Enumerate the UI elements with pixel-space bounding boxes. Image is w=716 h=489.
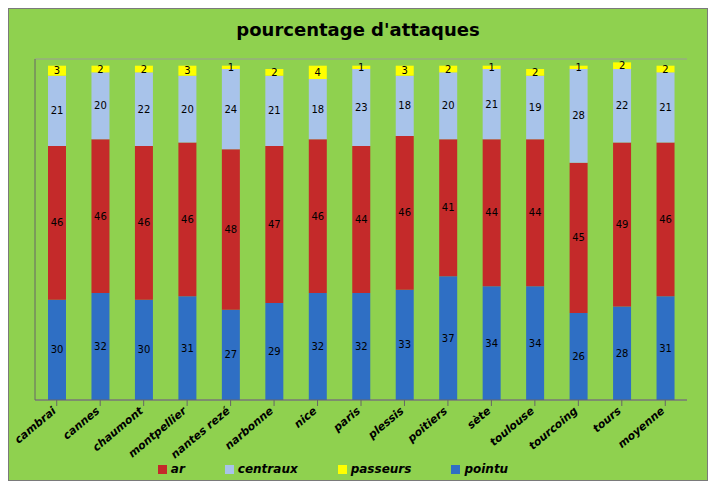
svg-text:montpellier: montpellier: [125, 404, 190, 461]
svg-text:2: 2: [619, 60, 625, 71]
svg-text:20: 20: [94, 100, 107, 111]
svg-text:poitiers: poitiers: [404, 404, 450, 446]
svg-text:18: 18: [398, 100, 411, 111]
svg-text:26: 26: [572, 351, 585, 362]
svg-text:27: 27: [224, 349, 237, 360]
svg-text:41: 41: [442, 202, 455, 213]
svg-text:45: 45: [572, 232, 585, 243]
svg-text:1: 1: [488, 62, 494, 73]
svg-text:23: 23: [355, 102, 368, 113]
svg-text:46: 46: [138, 217, 151, 228]
svg-text:28: 28: [616, 348, 629, 359]
svg-text:44: 44: [529, 207, 542, 218]
svg-text:2: 2: [271, 67, 277, 78]
svg-text:cambrai: cambrai: [12, 404, 59, 446]
svg-text:49: 49: [616, 219, 629, 230]
svg-text:32: 32: [94, 341, 107, 352]
svg-text:32: 32: [311, 341, 324, 352]
svg-text:sète: sète: [464, 404, 493, 431]
svg-text:34: 34: [485, 338, 498, 349]
svg-text:44: 44: [355, 214, 368, 225]
svg-text:44: 44: [485, 207, 498, 218]
svg-text:1: 1: [228, 62, 234, 73]
svg-text:20: 20: [442, 100, 455, 111]
svg-text:nice: nice: [291, 404, 319, 431]
svg-text:32: 32: [355, 341, 368, 352]
svg-text:28: 28: [572, 110, 585, 121]
svg-text:21: 21: [485, 99, 498, 110]
svg-text:46: 46: [311, 211, 324, 222]
svg-text:22: 22: [616, 100, 629, 111]
svg-text:21: 21: [659, 102, 672, 113]
svg-text:37: 37: [442, 333, 455, 344]
svg-text:nantes rezé: nantes rezé: [168, 404, 233, 461]
html-text:passeurs: passeurs: [350, 462, 412, 476]
svg-text:tours: tours: [590, 404, 624, 435]
svg-text:18: 18: [311, 104, 324, 115]
svg-text:20: 20: [181, 104, 194, 115]
svg-text:tourcoing: tourcoing: [526, 404, 580, 452]
svg-text:2: 2: [141, 64, 147, 75]
html-text:centraux: centraux: [237, 462, 298, 476]
svg-text:plessis: plessis: [365, 404, 407, 442]
svg-text:21: 21: [268, 105, 281, 116]
svg-text:chaumont: chaumont: [90, 404, 146, 454]
svg-text:narbonne: narbonne: [222, 404, 276, 452]
svg-text:19: 19: [529, 102, 542, 113]
svg-text:3: 3: [402, 65, 408, 76]
svg-text:33: 33: [398, 339, 411, 350]
svg-text:cannes: cannes: [60, 404, 102, 442]
svg-text:4: 4: [315, 67, 321, 78]
svg-text:48: 48: [224, 224, 237, 235]
svg-text:46: 46: [398, 207, 411, 218]
svg-text:moyenne: moyenne: [615, 404, 667, 451]
svg-text:1: 1: [575, 62, 581, 73]
html-text:pourcentage d'attaques: pourcentage d'attaques: [236, 19, 480, 40]
svg-text:2: 2: [662, 64, 668, 75]
svg-text:30: 30: [51, 344, 64, 355]
svg-text:31: 31: [659, 343, 672, 354]
svg-text:toulouse: toulouse: [487, 404, 537, 449]
svg-text:3: 3: [184, 65, 190, 76]
svg-text:21: 21: [51, 105, 64, 116]
svg-text:2: 2: [532, 67, 538, 78]
svg-text:46: 46: [94, 211, 107, 222]
svg-text:2: 2: [445, 64, 451, 75]
svg-text:31: 31: [181, 343, 194, 354]
svg-text:34: 34: [529, 338, 542, 349]
svg-text:47: 47: [268, 219, 281, 230]
svg-text:24: 24: [224, 104, 237, 115]
svg-text:46: 46: [659, 214, 672, 225]
html-text:ar: ar: [170, 462, 185, 476]
svg-text:46: 46: [51, 217, 64, 228]
svg-text:3: 3: [54, 65, 60, 76]
svg-text:1: 1: [358, 62, 364, 73]
svg-text:22: 22: [138, 104, 151, 115]
svg-text:2: 2: [97, 64, 103, 75]
svg-text:30: 30: [138, 344, 151, 355]
svg-text:paris: paris: [330, 404, 363, 435]
svg-text:29: 29: [268, 346, 281, 357]
svg-text:46: 46: [181, 214, 194, 225]
html-text:pointu: pointu: [464, 462, 509, 476]
